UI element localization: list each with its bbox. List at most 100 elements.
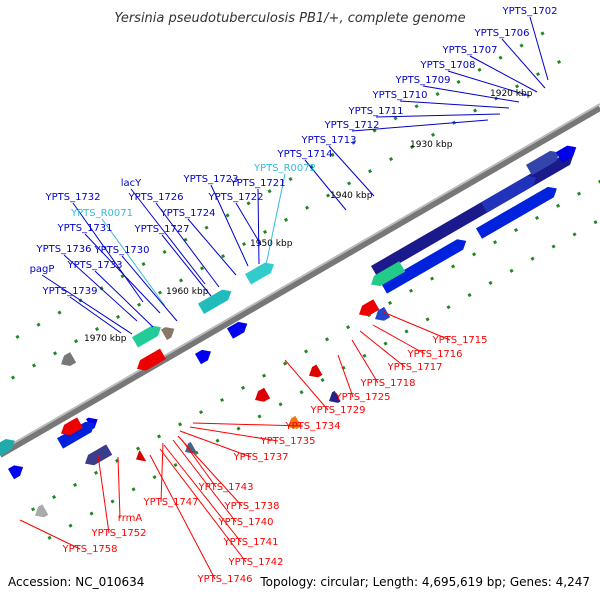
reverse-label-leader — [351, 339, 379, 384]
track-tick — [10, 375, 16, 380]
reverse-label-leader — [163, 444, 242, 543]
track-tick — [347, 181, 352, 186]
forward-gene-label: YPTS_1733 — [66, 260, 122, 271]
track-tick — [330, 152, 335, 157]
reverse-label-leader — [149, 454, 216, 580]
track-tick — [115, 314, 121, 319]
track-tick — [157, 434, 162, 439]
reverse-gene-label: YPTS_1729 — [309, 405, 365, 416]
reverse-gene-label: rrmA — [118, 513, 143, 524]
reverse-gene-block — [359, 299, 380, 317]
track-tick — [178, 422, 183, 427]
forward-gene-label: YPTS_1712 — [323, 120, 379, 131]
reverse-gene-block — [309, 364, 323, 378]
forward-gene-block — [56, 421, 95, 449]
forward-gene-label: YPTS_1731 — [56, 223, 112, 234]
forward-gene-label: YPTS_1710 — [371, 90, 427, 101]
track-tick — [94, 326, 100, 332]
track-tick — [30, 507, 36, 512]
reverse-gene-label: YPTS_1718 — [359, 378, 415, 389]
track-tick — [179, 278, 184, 283]
forward-gene-label: YPTS_1713 — [300, 135, 356, 146]
track-tick — [304, 205, 310, 210]
kbp-label: 1930 kbp — [410, 140, 453, 150]
track-tick — [72, 482, 78, 488]
kbp-label: 1970 kbp — [84, 334, 127, 344]
reverse-label-leader — [372, 324, 426, 355]
forward-label-leader — [161, 234, 212, 297]
reverse-gene-label: YPTS_1735 — [259, 436, 315, 447]
track-tick — [430, 276, 435, 281]
reverse-gene-block — [137, 348, 166, 371]
forward-label-leader — [447, 70, 531, 97]
forward-gene-label: YPTS_1714 — [276, 149, 332, 160]
track-tick — [557, 59, 562, 65]
track-tick — [362, 353, 367, 358]
forward-label-leader — [235, 202, 262, 246]
track-tick — [446, 305, 451, 310]
track-tick — [368, 169, 373, 174]
forward-gene-label: YPTS_1730 — [93, 245, 149, 256]
forward-label-leader — [210, 184, 249, 267]
track-tick — [572, 232, 577, 237]
forward-gene-label: YPTS_1736 — [35, 244, 91, 255]
track-tick — [513, 228, 519, 233]
reverse-gene-label: YPTS_1737 — [232, 452, 288, 463]
track-tick — [535, 72, 541, 77]
backbone-highlight — [0, 103, 600, 452]
track-tick — [325, 337, 330, 342]
forward-gene-label: YPTS_1724 — [159, 208, 215, 219]
reverse-label-leader — [19, 519, 81, 550]
reverse-gene-label: YPTS_1717 — [386, 362, 442, 373]
kbp-label: 1960 kbp — [166, 287, 209, 297]
forward-gene-block — [226, 321, 248, 339]
track-tick — [477, 67, 482, 72]
track-tick — [242, 242, 247, 247]
track-tick — [472, 108, 478, 113]
track-tick — [51, 495, 57, 500]
reverse-label-leader — [181, 439, 217, 488]
forward-label-leader — [41, 274, 133, 335]
forward-gene-label: YPTS_1711 — [347, 106, 403, 117]
reverse-gene-block — [185, 441, 197, 454]
track-tick — [351, 140, 356, 145]
track-tick — [383, 341, 388, 346]
track-tick — [93, 470, 99, 475]
reverse-gene-label: YPTS_1725 — [334, 392, 390, 403]
track-tick — [267, 189, 272, 194]
reverse-label-leader — [179, 430, 252, 458]
track-tick — [534, 215, 540, 220]
forward-label-leader — [501, 38, 546, 89]
forward-label-leader — [84, 233, 161, 314]
track-tick — [52, 351, 58, 356]
forward-label-leader — [265, 173, 286, 266]
track-tick — [136, 446, 141, 451]
track-tick — [393, 116, 398, 121]
track-tick — [467, 293, 472, 298]
track-tick — [410, 144, 415, 150]
track-tick — [261, 373, 267, 378]
kbp-label: 1920 kbp — [490, 89, 533, 99]
forward-gene-block — [380, 239, 467, 294]
track-tick — [304, 349, 309, 354]
forward-gene-label: lacY — [121, 178, 142, 189]
track-tick — [320, 377, 325, 383]
forward-label-leader — [257, 188, 260, 265]
track-tick — [246, 201, 251, 206]
forward-label-leader — [155, 202, 220, 288]
track-tick — [389, 157, 394, 162]
reverse-label-leader — [192, 422, 304, 427]
reverse-label-leader — [189, 426, 279, 442]
forward-gene-label: YPTS_1707 — [441, 45, 497, 56]
track-tick — [576, 191, 582, 196]
reverse-gene-block — [375, 306, 391, 321]
track-tick — [556, 203, 561, 208]
track-tick — [198, 410, 204, 415]
reverse-label-leader — [359, 330, 406, 368]
track-tick — [225, 213, 230, 218]
track-tick — [158, 290, 163, 295]
track-tick — [299, 390, 304, 395]
track-tick — [498, 55, 503, 60]
forward-label-leader — [72, 202, 144, 303]
